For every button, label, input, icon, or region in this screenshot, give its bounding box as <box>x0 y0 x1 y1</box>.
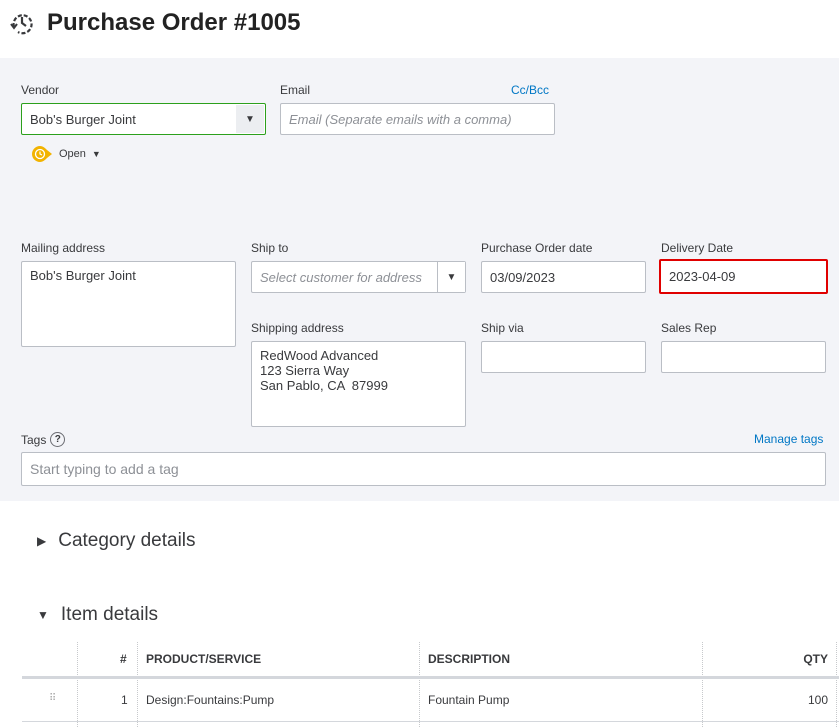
category-details-toggle[interactable]: ▶ Category details <box>37 530 196 552</box>
item-details-heading: Item details <box>60 604 159 625</box>
shipping-address-field[interactable]: RedWood Advanced 123 Sierra Way San Pabl… <box>251 341 466 427</box>
ship-via-label: Ship via <box>481 321 524 335</box>
col-header-num: # <box>120 652 127 666</box>
shipping-line: 123 Sierra Way <box>260 363 350 378</box>
help-icon[interactable]: ? <box>50 432 66 447</box>
vendor-select[interactable]: Bob's Burger Joint ▼ <box>21 103 266 135</box>
email-placeholder: Email (Separate emails with a comma) <box>289 111 512 127</box>
cc-bcc-link[interactable]: Cc/Bcc <box>511 83 550 97</box>
tags-label: Tags <box>21 432 47 447</box>
caret-right-icon: ▶ <box>37 534 47 548</box>
category-details-heading: Category details <box>58 530 196 551</box>
col-header-qty: QTY <box>803 652 828 666</box>
ship-to-placeholder: Select customer for address <box>260 269 422 285</box>
manage-tags-link[interactable]: Manage tags <box>754 432 824 446</box>
ship-to-label: Ship to <box>251 241 289 255</box>
page-title: Purchase Order #1005 <box>47 9 301 36</box>
mailing-line: Bob's Burger Joint <box>30 268 136 283</box>
email-field[interactable]: Email (Separate emails with a comma) <box>280 103 555 135</box>
shipping-line: San Pablo, CA 87999 <box>260 378 388 393</box>
row-num: 1 <box>121 693 128 707</box>
email-label: Email <box>280 83 311 97</box>
delivery-date-label: Delivery Date <box>661 241 734 255</box>
chevron-down-icon[interactable]: ▼ <box>437 262 465 292</box>
status-dropdown[interactable]: Open ▼ <box>31 145 101 163</box>
sales-rep-field[interactable] <box>661 341 826 373</box>
table-header-divider <box>22 676 839 679</box>
po-date-label: Purchase Order date <box>481 241 593 255</box>
row-qty[interactable]: 100 <box>807 693 828 707</box>
chevron-down-icon[interactable]: ▼ <box>236 105 264 133</box>
po-date-value: 03/09/2023 <box>490 269 556 285</box>
caret-down-icon: ▼ <box>37 608 49 622</box>
mailing-address-field[interactable]: Bob's Burger Joint <box>21 261 236 347</box>
caret-down-icon: ▼ <box>91 149 101 159</box>
item-details-toggle[interactable]: ▼ Item details <box>37 604 158 626</box>
mailing-address-label: Mailing address <box>21 241 106 255</box>
delivery-date-value: 2023-04-09 <box>669 269 736 284</box>
delivery-date-field[interactable]: 2023-04-09 <box>659 259 828 294</box>
clock-icon <box>32 146 52 162</box>
po-date-field[interactable]: 03/09/2023 <box>481 261 646 293</box>
row-product[interactable]: Design:Fountains:Pump <box>146 693 275 707</box>
shipping-address-label: Shipping address <box>251 321 344 335</box>
drag-handle-icon[interactable]: ⠿ <box>49 693 56 704</box>
tags-placeholder: Start typing to add a tag <box>30 461 179 477</box>
tags-input[interactable]: Start typing to add a tag <box>21 452 826 486</box>
col-header-description: DESCRIPTION <box>428 652 511 666</box>
row-description[interactable]: Fountain Pump <box>428 693 510 707</box>
vendor-value: Bob's Burger Joint <box>30 111 136 127</box>
sales-rep-label: Sales Rep <box>661 321 717 335</box>
tags-label-group: Tags? <box>21 432 66 447</box>
col-header-product: PRODUCT/SERVICE <box>146 652 262 666</box>
row-divider <box>22 721 839 722</box>
ship-to-select[interactable]: Select customer for address ▼ <box>251 261 466 293</box>
ship-via-field[interactable] <box>481 341 646 373</box>
status-value: Open <box>59 148 86 160</box>
vendor-label: Vendor <box>21 83 60 97</box>
recent-transactions-icon[interactable] <box>9 10 35 36</box>
shipping-line: RedWood Advanced <box>260 348 379 363</box>
